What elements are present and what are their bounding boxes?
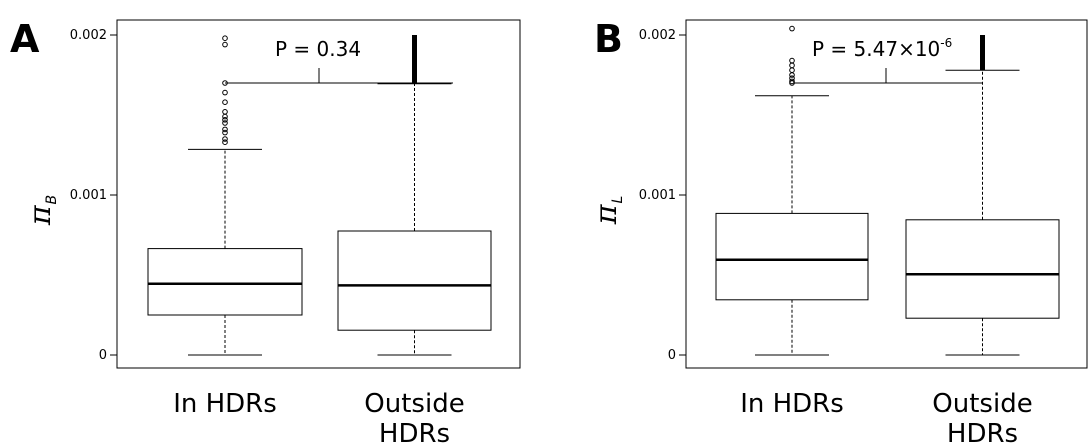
outlier-point — [222, 117, 228, 123]
outlier-point — [789, 62, 795, 69]
y-axis-label: πB — [23, 195, 60, 226]
panel-letter: B — [594, 17, 623, 61]
outlier-point — [222, 89, 228, 96]
outlier-point — [222, 109, 228, 115]
outlier-point — [789, 75, 795, 81]
outlier-point — [222, 35, 228, 42]
outlier-point — [222, 136, 228, 142]
y-axis-label-subscript: B — [44, 195, 60, 205]
p-value-annotation: P = 5.47×10-6 — [812, 36, 952, 61]
outlier-point — [222, 113, 228, 120]
box-iqr — [715, 212, 869, 301]
outlier-point — [222, 99, 228, 105]
y-tick-label: 0.001 — [639, 188, 676, 203]
y-axis-label: πL — [589, 196, 626, 226]
y-tick-label: 0.002 — [639, 28, 676, 43]
outlier-point — [222, 120, 228, 126]
x-category-label: In HDRs — [173, 389, 277, 419]
outlier-point — [222, 126, 228, 133]
outlier-point — [789, 25, 795, 32]
outlier-point — [789, 72, 795, 78]
outlier-point — [222, 129, 228, 136]
x-category-label: HDRs — [379, 419, 450, 448]
outlier-point — [789, 57, 795, 64]
y-tick-label: 0.002 — [70, 28, 107, 43]
plot-frame — [116, 19, 521, 369]
box-iqr — [147, 248, 303, 316]
outlier-point — [222, 139, 228, 145]
p-value-exponent: -6 — [940, 36, 952, 50]
x-category-label: Outside — [932, 389, 1032, 419]
p-value-annotation: P = 0.34 — [275, 37, 361, 61]
y-axis-label-subscript: L — [610, 196, 626, 204]
box-iqr — [337, 230, 492, 331]
x-category-label: Outside — [364, 389, 464, 419]
x-category-label: In HDRs — [740, 389, 844, 419]
x-category-label: HDRs — [947, 419, 1018, 448]
outlier-point — [222, 41, 228, 48]
y-tick-label: 0 — [668, 348, 676, 363]
outlier-point — [789, 67, 795, 73]
y-tick-label: 0 — [99, 348, 107, 363]
plot-frame — [685, 19, 1088, 369]
panel-letter: A — [10, 17, 40, 61]
y-tick-label: 0.001 — [70, 188, 107, 203]
box-iqr — [905, 219, 1060, 319]
outlier-point — [789, 78, 795, 85]
